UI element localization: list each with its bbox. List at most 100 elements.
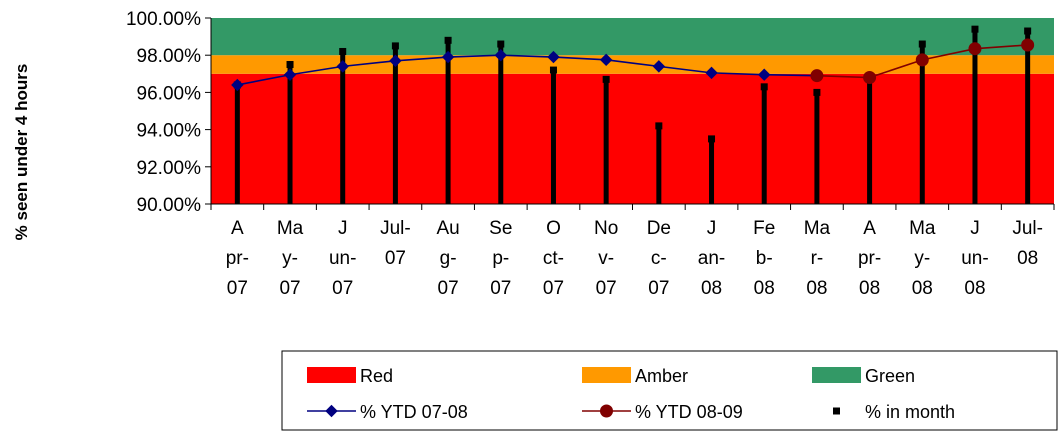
in-month-bar (656, 125, 662, 204)
x-tick-label: 07 (227, 278, 248, 299)
x-tick-label: O (546, 218, 561, 239)
legend-label: % YTD 07-08 (360, 402, 468, 422)
x-tick-label: 07 (332, 278, 353, 299)
x-tick-label: 07 (543, 278, 564, 299)
x-tick-label: Fe (753, 218, 775, 239)
in-month-bar (709, 138, 715, 204)
in-month-bar (814, 92, 820, 204)
band-amber (211, 55, 1054, 74)
legend-marker (325, 404, 338, 418)
legend-swatch-red (307, 367, 356, 383)
x-tick-label: Ma (909, 218, 936, 239)
in-month-point (286, 61, 294, 68)
in-month-bar (1025, 31, 1031, 204)
in-month-point (602, 75, 610, 83)
x-tick-label: 08 (806, 278, 827, 299)
x-tick-label: J (338, 218, 348, 239)
legend-marker (600, 404, 613, 418)
point-ytd-07-08 (441, 50, 455, 64)
x-tick-label: A (863, 218, 876, 239)
x-tick-label: y- (914, 248, 930, 269)
legend-label: % in month (865, 402, 955, 422)
legend: Red Amber Green % YTD 07-08 % YTD 08-09 % in … (281, 350, 1058, 431)
x-tick-label: v- (598, 248, 614, 269)
x-tick-label: un- (329, 248, 356, 269)
x-tick-label: 07 (490, 278, 511, 299)
in-month-point (760, 83, 768, 91)
legend-label: Red (360, 366, 393, 386)
x-tick-label: r- (811, 248, 824, 269)
x-tick-label: A (231, 218, 244, 239)
x-tick-label: y- (282, 248, 298, 269)
x-tick-label: pr- (226, 248, 249, 269)
point-ytd-08-09 (863, 71, 877, 85)
legend-label: % YTD 08-09 (635, 402, 743, 422)
series-line-ytd-07-08 (237, 54, 817, 86)
point-ytd-08-09 (1021, 38, 1035, 52)
point-ytd-07-08 (283, 68, 297, 81)
x-tick-label: p- (492, 248, 509, 269)
x-tick-label: 08 (859, 278, 880, 299)
legend-swatch-green (812, 367, 861, 383)
x-tick-label: Ma (277, 218, 304, 239)
point-ytd-07-08 (389, 54, 402, 67)
y-axis-title: % seen under 4 hours (12, 64, 31, 241)
x-tick-label: 08 (701, 278, 722, 299)
x-tick-label: c- (651, 248, 667, 269)
point-ytd-08-09 (915, 53, 929, 67)
in-month-bar (761, 86, 767, 204)
series-in-month (233, 25, 1032, 205)
x-tick-label: 07 (648, 278, 669, 299)
in-month-point (391, 42, 399, 50)
y-tick-label: 92.00% (137, 158, 202, 179)
in-month-point (971, 25, 979, 33)
x-tick-label: 08 (912, 278, 933, 299)
in-month-bar (340, 51, 346, 205)
x-tick-label: an- (698, 248, 725, 269)
legend-swatch-amber (582, 367, 631, 383)
point-ytd-07-08 (547, 50, 560, 64)
in-month-point (339, 47, 347, 55)
point-ytd-07-08 (494, 48, 507, 62)
y-axis-ticks: 90.00% 92.00% 94.00% 96.00% 98.00% 100.00% (126, 9, 212, 216)
y-tick-label: 100.00% (126, 9, 201, 30)
x-tick-label: 07 (385, 248, 406, 269)
in-month-bar (392, 45, 398, 205)
x-tick-label: pr- (858, 248, 881, 269)
y-tick-label: 98.00% (137, 46, 202, 67)
x-tick-label: 07 (596, 278, 617, 299)
x-tick-label: Au (436, 218, 459, 239)
x-tick-label: 08 (1017, 248, 1038, 269)
point-ytd-07-08 (599, 53, 613, 67)
in-month-bar (867, 77, 873, 204)
in-month-point (497, 40, 505, 48)
background-bands (211, 18, 1054, 204)
in-month-bar (287, 64, 293, 204)
in-month-bar (234, 84, 240, 204)
point-ytd-07-08 (758, 68, 771, 81)
in-month-bar (445, 40, 451, 204)
point-ytd-07-08 (705, 66, 718, 80)
in-month-point (1024, 27, 1032, 35)
in-month-point (444, 36, 452, 44)
x-tick-label: Se (489, 218, 512, 239)
x-tick-label: J (970, 218, 980, 239)
x-axis-ticks: Apr- 07 Ma y- 07 Jun- 07 Jul- 07 Au g- 07 Se p- 07 Oct-… (210, 203, 1055, 299)
legend-label: Green (865, 366, 915, 386)
x-tick-label: No (594, 218, 618, 239)
x-tick-label: 08 (964, 278, 985, 299)
x-tick-label: De (647, 218, 671, 239)
point-ytd-07-08 (231, 78, 244, 92)
x-tick-label: 07 (279, 278, 300, 299)
x-tick-label: Jul- (380, 218, 411, 239)
point-ytd-07-08 (652, 60, 666, 73)
point-ytd-07-08 (336, 60, 349, 73)
legend-marker (833, 407, 840, 415)
in-month-bar (919, 44, 925, 204)
legend-box (281, 350, 1058, 431)
in-month-point (813, 88, 821, 96)
x-tick-label: J (707, 218, 717, 239)
band-green (211, 18, 1054, 56)
band-red (211, 73, 1054, 204)
